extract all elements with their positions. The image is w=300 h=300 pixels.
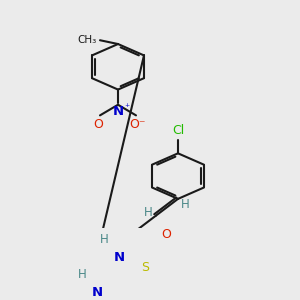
Text: N: N xyxy=(114,251,125,264)
Text: O: O xyxy=(161,228,171,241)
Text: O⁻: O⁻ xyxy=(130,118,146,131)
Text: N: N xyxy=(112,105,124,118)
Text: ⁺: ⁺ xyxy=(124,103,129,113)
Text: S: S xyxy=(141,261,149,274)
Text: N: N xyxy=(92,286,103,299)
Text: O: O xyxy=(93,118,103,131)
Text: H: H xyxy=(78,268,87,281)
Text: Cl: Cl xyxy=(172,124,184,136)
Text: CH₃: CH₃ xyxy=(78,35,97,45)
Text: H: H xyxy=(181,198,189,212)
Text: H: H xyxy=(100,233,109,246)
Text: H: H xyxy=(144,206,152,219)
